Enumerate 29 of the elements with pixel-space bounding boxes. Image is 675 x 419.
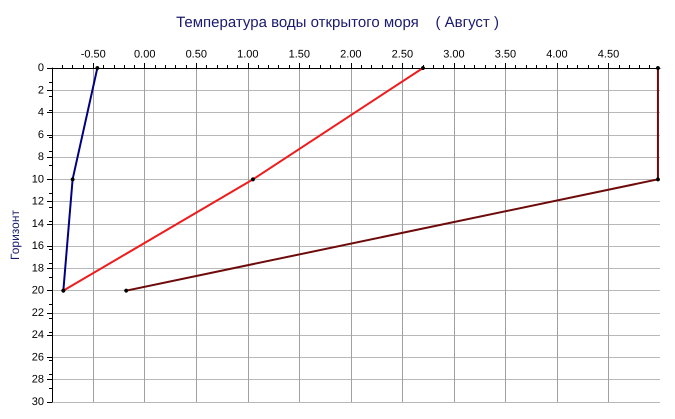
x-tick-label: 4.00 [546, 48, 568, 60]
x-tick-label: -0.50 [80, 48, 106, 60]
x-tick-label: 0.50 [186, 48, 207, 60]
x-tick-label: 3.50 [494, 48, 516, 60]
y-tick-label: 22 [32, 306, 44, 319]
y-tick-label: 18 [32, 262, 44, 274]
y-tick-label: 26 [32, 351, 44, 364]
x-tick-label: 4.50 [598, 48, 620, 60]
x-tick-label: 1.00 [237, 48, 259, 60]
y-tick-label: 0 [38, 62, 44, 74]
x-tick-label: 2.50 [392, 48, 414, 60]
y-tick-label: 8 [38, 151, 44, 164]
x-tick-label: 3.00 [443, 48, 465, 60]
y-tick-label: 6 [38, 128, 44, 141]
y-tick-label: 20 [32, 284, 44, 297]
x-tick-label: 1.50 [288, 48, 310, 60]
x-tick-label: 2.00 [340, 48, 362, 60]
y-tick-label: 12 [32, 196, 44, 208]
chart-title: Температура воды открытого моря ( Август ) [176, 14, 499, 31]
y-tick-label: 16 [32, 240, 44, 252]
y-tick-label: 2 [38, 84, 44, 96]
y-axis-title: Горизонт [8, 210, 22, 260]
x-tick-label: 0.00 [134, 48, 156, 60]
y-tick-label: 4 [38, 106, 44, 119]
y-tick-label: 24 [32, 329, 44, 342]
y-tick-label: 28 [32, 374, 44, 386]
y-tick-label: 10 [32, 173, 44, 186]
y-tick-label: 30 [32, 396, 44, 408]
y-tick-label: 14 [32, 218, 44, 230]
